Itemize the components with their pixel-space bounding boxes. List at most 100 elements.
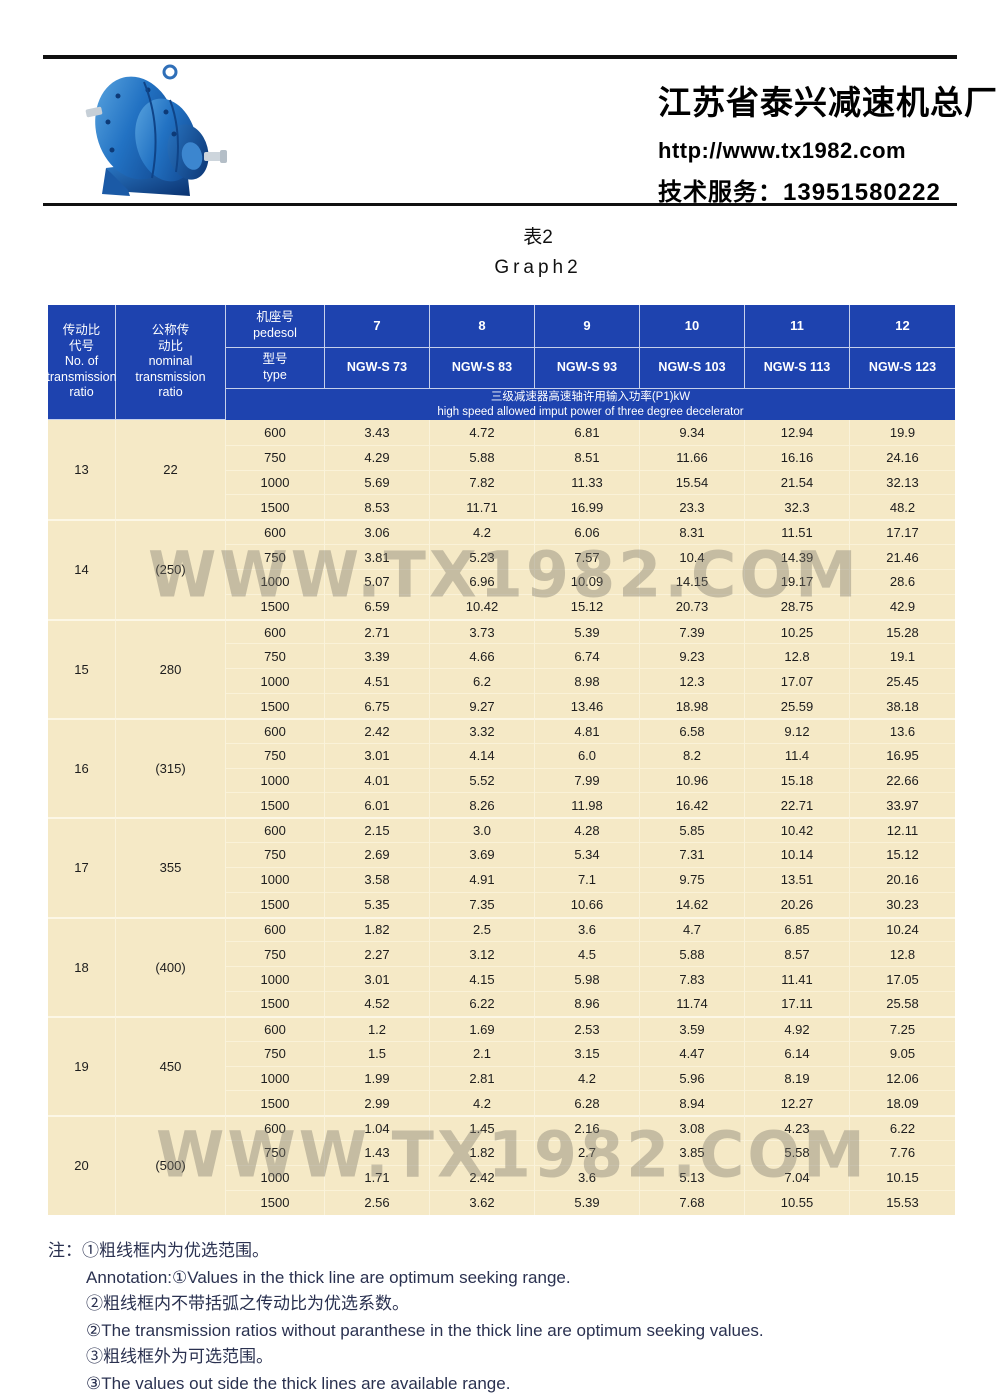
value-cell: 1.2 <box>325 1015 430 1041</box>
value-cell: 25.45 <box>850 668 955 693</box>
corner2-line: 公称传 <box>151 322 190 337</box>
value-cell: 3.73 <box>430 618 535 644</box>
value-cell: 15.12 <box>850 842 955 867</box>
service-phone: 技术服务：13951580222 <box>658 179 941 206</box>
value-cell: 13.46 <box>535 693 640 718</box>
value-cell: 10.42 <box>430 593 535 619</box>
value-cell: 10.42 <box>745 817 850 843</box>
header-divider-rule <box>43 203 957 206</box>
speed-cell: 750 <box>226 941 325 967</box>
value-cell: 5.69 <box>325 469 430 495</box>
value-cell: 9.34 <box>640 420 745 445</box>
masthead: 江苏省泰兴减速机总厂 http://www.tx1982.com 技术服务：13… <box>658 76 998 207</box>
pedesol-number-cell: 9 <box>535 305 640 348</box>
value-cell: 3.59 <box>640 1015 745 1041</box>
speed-cell: 1000 <box>226 1065 325 1091</box>
value-cell: 3.6 <box>535 916 640 942</box>
value-cell: 25.58 <box>850 991 955 1016</box>
value-cell: 6.81 <box>535 420 640 445</box>
value-cell: 2.1 <box>430 1040 535 1066</box>
value-cell: 5.13 <box>640 1164 745 1190</box>
value-cell: 13.51 <box>745 866 850 892</box>
value-cell: 5.23 <box>430 544 535 569</box>
speed-cell: 1000 <box>226 568 325 594</box>
corner2-line: transmission <box>135 369 206 384</box>
value-cell: 9.27 <box>430 693 535 718</box>
value-cell: 11.4 <box>745 742 850 768</box>
value-cell: 9.05 <box>850 1040 955 1066</box>
speed-cell: 1500 <box>226 991 325 1016</box>
value-cell: 3.32 <box>430 717 535 743</box>
value-cell: 3.81 <box>325 544 430 569</box>
value-cell: 4.29 <box>325 444 430 470</box>
ratio-code-cell: 14 <box>48 519 116 619</box>
ratio-code-cell: 20 <box>48 1115 116 1215</box>
value-cell: 15.28 <box>850 618 955 644</box>
value-cell: 5.52 <box>430 767 535 793</box>
company-name: 江苏省泰兴减速机总厂 <box>658 84 998 121</box>
value-cell: 12.27 <box>745 1090 850 1116</box>
value-cell: 8.57 <box>745 941 850 967</box>
value-cell: 5.07 <box>325 568 430 594</box>
value-cell: 4.91 <box>430 866 535 892</box>
value-cell: 3.39 <box>325 643 430 669</box>
note-line: ②The transmission ratios without paranth… <box>86 1320 764 1340</box>
speed-cell: 750 <box>226 544 325 569</box>
model-type-cell: NGW-S 113 <box>745 348 850 389</box>
power-header-cn: 三级减速器高速轴许用输入功率(P1)kW <box>490 390 691 403</box>
corner-cell-nominal-ratio: 公称传 动比 nominal transmission ratio <box>116 305 226 420</box>
pedesol-label-cell: 机座号 pedesol <box>226 305 325 348</box>
value-cell: 18.98 <box>640 693 745 718</box>
value-cell: 10.96 <box>640 767 745 793</box>
note-line: 注：①粗线框内为优选范围。 <box>48 1241 269 1260</box>
value-cell: 7.31 <box>640 842 745 867</box>
model-type-cell: NGW-S 73 <box>325 348 430 389</box>
value-cell: 8.51 <box>535 444 640 470</box>
nominal-ratio-cell: 355 <box>116 817 226 917</box>
corner1-line: No. of <box>64 354 99 369</box>
value-cell: 20.26 <box>745 891 850 917</box>
value-cell: 3.06 <box>325 519 430 545</box>
value-cell: 3.6 <box>535 1164 640 1190</box>
value-cell: 8.31 <box>640 519 745 545</box>
value-cell: 4.2 <box>430 1090 535 1116</box>
nominal-ratio-cell: 22 <box>116 420 226 520</box>
value-cell: 4.51 <box>325 668 430 694</box>
ratio-code-cell: 19 <box>48 1015 116 1116</box>
speed-cell: 1500 <box>226 593 325 619</box>
corner1-line: 代号 <box>68 338 94 353</box>
value-cell: 16.42 <box>640 792 745 818</box>
value-cell: 15.53 <box>850 1189 955 1215</box>
value-cell: 7.25 <box>850 1015 955 1041</box>
value-cell: 15.54 <box>640 469 745 495</box>
speed-cell: 600 <box>226 420 325 445</box>
ratio-code-cell: 15 <box>48 618 116 718</box>
value-cell: 7.35 <box>430 891 535 917</box>
speed-cell: 1000 <box>226 966 325 992</box>
ratio-code-cell: 13 <box>48 420 116 520</box>
value-cell: 3.85 <box>640 1140 745 1165</box>
type-label-en: type <box>263 368 287 382</box>
value-cell: 12.8 <box>850 941 955 966</box>
value-cell: 3.01 <box>325 966 430 992</box>
value-cell: 22.71 <box>745 792 850 818</box>
value-cell: 6.74 <box>535 643 640 669</box>
speed-cell: 1500 <box>226 891 325 917</box>
corner-cell-ratio-code: 传动比 代号 No. of transmission ratio <box>46 305 117 420</box>
value-cell: 13.6 <box>850 717 955 743</box>
speed-cell: 600 <box>226 817 325 843</box>
value-cell: 32.3 <box>745 494 850 520</box>
value-cell: 1.5 <box>325 1040 430 1066</box>
value-cell: 6.58 <box>640 717 745 743</box>
value-cell: 6.2 <box>430 668 535 694</box>
ratio-code-cell: 18 <box>48 916 116 1016</box>
value-cell: 4.7 <box>640 916 745 942</box>
value-cell: 1.99 <box>325 1065 430 1091</box>
value-cell: 5.96 <box>640 1065 745 1091</box>
pedesol-label-cn: 机座号 <box>256 310 294 325</box>
pedesol-number-cell: 11 <box>745 305 850 348</box>
value-cell: 7.1 <box>535 866 640 892</box>
value-cell: 4.92 <box>745 1015 850 1041</box>
value-cell: 3.01 <box>325 742 430 768</box>
value-cell: 11.71 <box>430 494 535 520</box>
